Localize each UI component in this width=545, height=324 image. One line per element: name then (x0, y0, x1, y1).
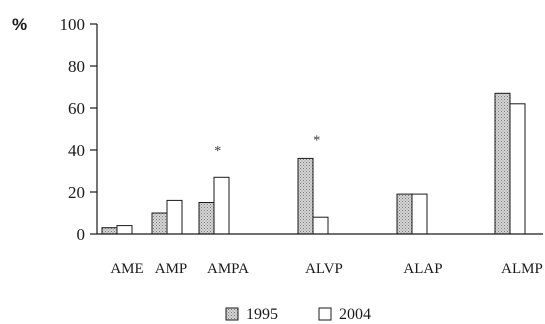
legend: 1995 2004 (225, 306, 371, 323)
y-tick-label: 0 (77, 225, 86, 244)
y-axis: 0 20 40 60 80 100 (60, 15, 98, 244)
bar-2004-amp (166, 199, 183, 235)
significance-marker: * (313, 133, 320, 148)
legend-swatch-1995 (225, 307, 239, 321)
bar-1995-alvp (297, 157, 314, 235)
y-tick-label: 20 (68, 183, 85, 202)
bar-2004-almp (509, 103, 526, 235)
bar-2004-ampa (213, 176, 230, 235)
x-axis-labels: AME AMP AMPA ALVP ALAP ALMP (110, 261, 543, 277)
y-tick-label: 40 (68, 141, 85, 160)
bar-1995-almp (494, 92, 511, 235)
legend-label: 2004 (339, 306, 371, 323)
y-unit-label: % (12, 15, 27, 34)
bar-2004-alap (411, 193, 428, 235)
x-tick-label: AME (110, 261, 143, 277)
bar-1995-ame (101, 227, 118, 235)
x-tick-label: ALVP (305, 261, 343, 277)
significance-marker: * (214, 144, 221, 159)
bar-1995-amp (151, 212, 168, 235)
x-tick-label: ALAP (403, 261, 442, 277)
legend-swatch-2004 (318, 307, 332, 321)
legend-label: 1995 (246, 306, 278, 323)
bar-2004-ame (116, 225, 133, 235)
bar-2004-alvp (312, 216, 329, 235)
y-tick-label: 80 (68, 57, 85, 76)
annotations: ** (214, 133, 320, 159)
x-tick-label: ALMP (501, 261, 543, 277)
x-tick-label: AMPA (207, 261, 249, 277)
bar-1995-alap (396, 193, 413, 235)
bars (101, 92, 526, 235)
bar-1995-ampa (198, 202, 215, 235)
y-tick-label: 60 (68, 99, 85, 118)
y-tick-label: 100 (60, 15, 86, 34)
x-tick-label: AMP (155, 261, 188, 277)
